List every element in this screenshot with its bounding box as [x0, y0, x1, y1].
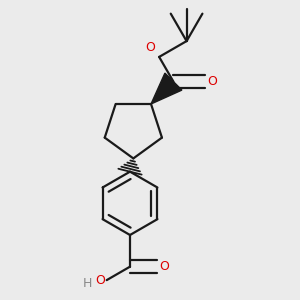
- Text: O: O: [145, 41, 155, 54]
- Text: O: O: [95, 274, 105, 286]
- Text: O: O: [208, 75, 218, 88]
- Text: O: O: [160, 260, 170, 273]
- Text: H: H: [82, 277, 92, 290]
- Polygon shape: [151, 73, 182, 104]
